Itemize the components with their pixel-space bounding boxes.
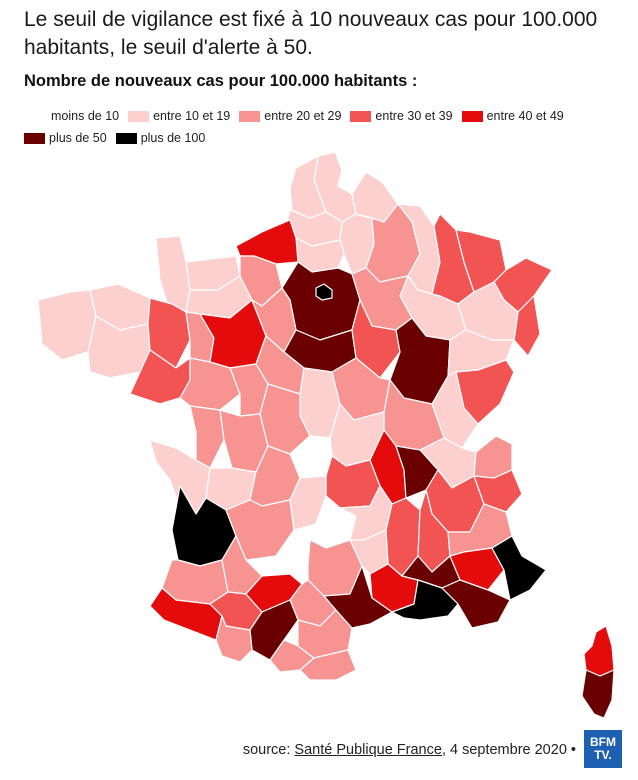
legend: moins de 10 entre 10 et 19 entre 20 et 2…: [24, 106, 624, 150]
legend-swatch-40-49: [461, 110, 483, 122]
legend-item-below-10: moins de 10: [24, 109, 119, 123]
legend-title: Nombre de nouveaux cas pour 100.000 habi…: [24, 72, 418, 90]
legend-swatch-above-100: [115, 132, 137, 144]
source-link[interactable]: Santé Publique France: [294, 742, 442, 758]
dept-haute-corse: [583, 625, 615, 677]
dept-corse-du-sud: [581, 669, 615, 719]
legend-item-above-50: plus de 50: [24, 131, 107, 145]
legend-item-10-19: entre 10 et 19: [128, 109, 230, 123]
source-suffix: , 4 septembre 2020 •: [441, 742, 576, 758]
source-prefix: source:: [242, 742, 295, 758]
dept-aude: [297, 609, 353, 659]
legend-label-20-29: entre 20 et 29: [264, 109, 342, 123]
legend-item-30-39: entre 30 et 39: [350, 109, 453, 123]
legend-item-20-29: entre 20 et 29: [239, 109, 341, 123]
dept-haute-savoie: [473, 435, 513, 479]
legend-swatch-10-19: [128, 110, 150, 122]
dept-finistere: [37, 289, 97, 361]
legend-label-30-39: entre 30 et 39: [375, 109, 453, 123]
legend-label-40-49: entre 40 et 49: [486, 109, 564, 123]
legend-swatch-below-10: [24, 109, 47, 123]
legend-row-1: moins de 10 entre 10 et 19 entre 20 et 2…: [24, 106, 624, 126]
bfmtv-logo-line1: BFM: [590, 735, 616, 749]
bfmtv-logo: BFM TV.: [584, 730, 622, 768]
dept-paris: [315, 283, 333, 301]
bfmtv-logo-line2: TV.: [594, 748, 612, 762]
dept-ille-et-vilaine: [147, 297, 191, 369]
legend-swatch-30-39: [350, 110, 372, 122]
dept-pyrenees-orientales: [299, 649, 357, 681]
dept-alpes-maritimes: [491, 535, 547, 601]
legend-swatch-above-50: [24, 132, 45, 144]
legend-label-above-50: plus de 50: [49, 131, 107, 145]
france-map-svg: [37, 151, 615, 719]
legend-label-below-10: moins de 10: [51, 109, 120, 123]
dept-var: [441, 579, 511, 629]
dept-deux-sevres: [189, 405, 225, 469]
headline: Le seuil de vigilance est fixé à 10 nouv…: [24, 8, 598, 59]
france-map: [0, 148, 638, 740]
legend-label-above-100: plus de 100: [140, 131, 206, 145]
legend-label-10-19: entre 10 et 19: [153, 109, 231, 123]
legend-item-above-100: plus de 100: [115, 131, 206, 145]
legend-item-40-49: entre 40 et 49: [461, 109, 564, 123]
source-line: source: Santé Publique France, 4 septemb…: [243, 742, 576, 758]
legend-swatch-20-29: [239, 110, 261, 122]
legend-row-2: plus de 50 plus de 100: [24, 128, 624, 148]
dept-hautes-pyrenees: [215, 615, 253, 663]
